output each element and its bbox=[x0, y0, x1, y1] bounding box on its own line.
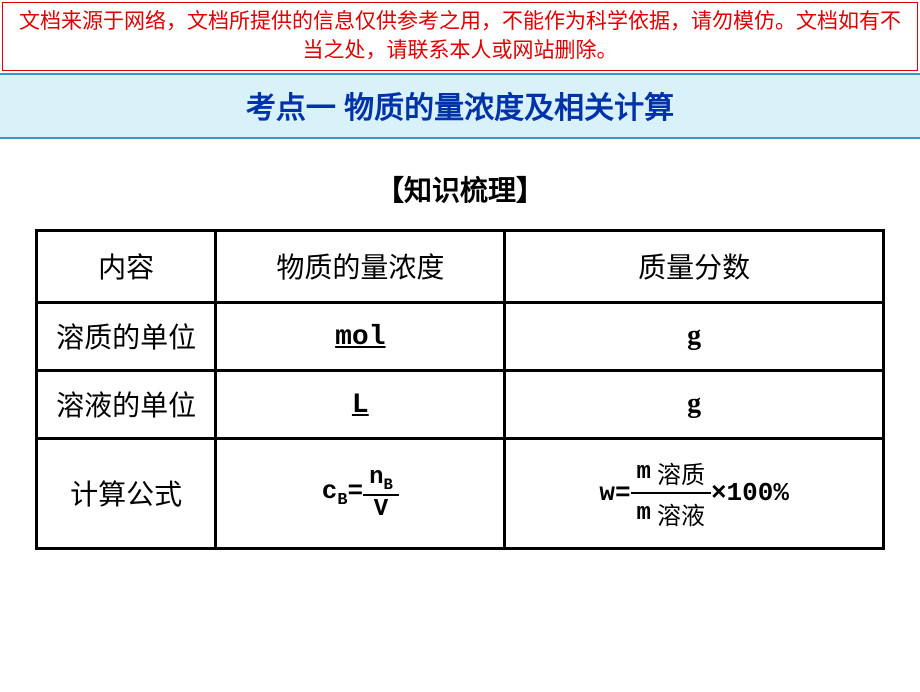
header-cell: 物质的量浓度 bbox=[216, 230, 505, 302]
cell: L bbox=[216, 370, 505, 438]
row-label: 溶质的单位 bbox=[37, 302, 216, 370]
cell: g bbox=[505, 302, 884, 370]
cell-value: L bbox=[352, 390, 369, 421]
table-header-row: 内容 物质的量浓度 质量分数 bbox=[37, 230, 884, 302]
formula-cell-w: w= m溶质 m溶液 ×100% bbox=[505, 438, 884, 548]
tail: ×100% bbox=[711, 478, 789, 508]
formula-cell-c: cB= nB V bbox=[216, 438, 505, 548]
fraction: nB V bbox=[363, 464, 399, 523]
row-label: 计算公式 bbox=[37, 438, 216, 548]
topic-heading: 考点一 物质的量浓度及相关计算 bbox=[0, 73, 920, 139]
formula-row: 计算公式 cB= nB V w= m溶质 m溶液 ×100% bbox=[37, 438, 884, 548]
disclaimer-banner: 文档来源于网络，文档所提供的信息仅供参考之用，不能作为科学依据，请勿模仿。文档如… bbox=[2, 2, 918, 71]
header-cell: 内容 bbox=[37, 230, 216, 302]
cell-value: mol bbox=[335, 322, 385, 353]
table-row: 溶液的单位 L g bbox=[37, 370, 884, 438]
header-cell: 质量分数 bbox=[505, 230, 884, 302]
cell: g bbox=[505, 370, 884, 438]
section-title: 【知识梳理】 bbox=[0, 169, 920, 209]
table-row: 溶质的单位 mol g bbox=[37, 302, 884, 370]
row-label: 溶液的单位 bbox=[37, 370, 216, 438]
lhs: cB= bbox=[322, 476, 363, 506]
cell: mol bbox=[216, 302, 505, 370]
lhs: w= bbox=[599, 478, 630, 508]
content-table: 内容 物质的量浓度 质量分数 溶质的单位 mol g 溶液的单位 L g 计算公… bbox=[35, 229, 885, 550]
fraction: m溶质 m溶液 bbox=[631, 453, 711, 533]
